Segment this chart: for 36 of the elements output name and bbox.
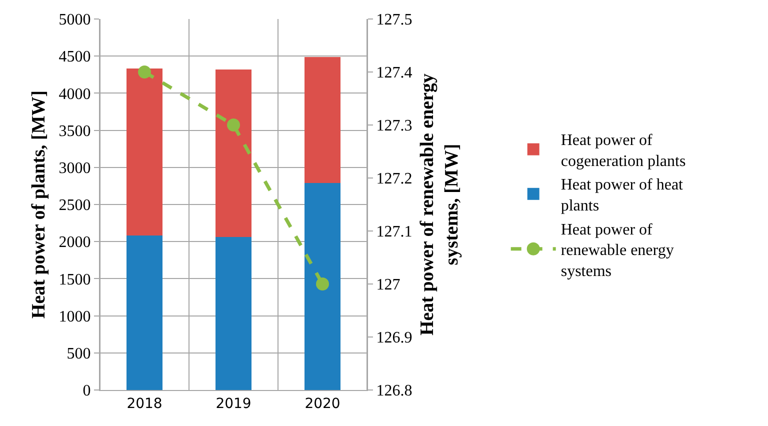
point bbox=[138, 66, 151, 78]
y2-tick-label: 127.2 bbox=[376, 170, 412, 188]
x-tick-label: 2019 bbox=[216, 396, 252, 412]
y2-tick-label: 126.8 bbox=[376, 382, 412, 400]
y2-tick-label: 127.5 bbox=[376, 12, 412, 29]
y2-tick-label: 127.1 bbox=[376, 224, 412, 241]
y-tick-label: 0 bbox=[82, 382, 91, 400]
y2-axis-title: Heat power of renewable energy systems, [MW] bbox=[417, 72, 463, 336]
bar bbox=[304, 56, 340, 183]
y-tick-label: 3500 bbox=[58, 122, 91, 140]
y2-tick-label: 127 bbox=[376, 276, 400, 294]
bar bbox=[126, 236, 162, 390]
y-tick-label: 2000 bbox=[58, 234, 91, 252]
y-tick-label: 3000 bbox=[58, 160, 91, 177]
y-tick-label: 2500 bbox=[58, 197, 91, 214]
x-tick-label: 2020 bbox=[304, 396, 340, 412]
bar bbox=[216, 237, 252, 390]
y-tick-label: 1000 bbox=[58, 308, 91, 326]
y-tick-label: 4000 bbox=[58, 86, 91, 103]
x-tick-label: 2018 bbox=[126, 396, 162, 412]
y-axis-title: Heat power of plants, [MW] bbox=[28, 90, 50, 319]
point bbox=[227, 118, 240, 132]
bar bbox=[126, 68, 162, 236]
y2-tick-label: 126.9 bbox=[376, 330, 412, 347]
point bbox=[316, 278, 329, 290]
y-tick-label: 5000 bbox=[58, 12, 91, 29]
y2-tick-label: 127.4 bbox=[376, 64, 412, 82]
bar bbox=[304, 182, 340, 390]
legend-label: Heat power of heat plants bbox=[560, 176, 684, 215]
legend-label: Heat power of renewable energy systems bbox=[560, 221, 674, 280]
y-tick-label: 1500 bbox=[58, 271, 91, 288]
y-tick-label: 500 bbox=[66, 346, 91, 362]
y2-tick-label: 127.3 bbox=[376, 118, 412, 135]
y-tick-label: 4500 bbox=[58, 48, 91, 66]
bar bbox=[216, 69, 252, 238]
legend-label: Heat power of cogeneration plants bbox=[560, 132, 686, 170]
